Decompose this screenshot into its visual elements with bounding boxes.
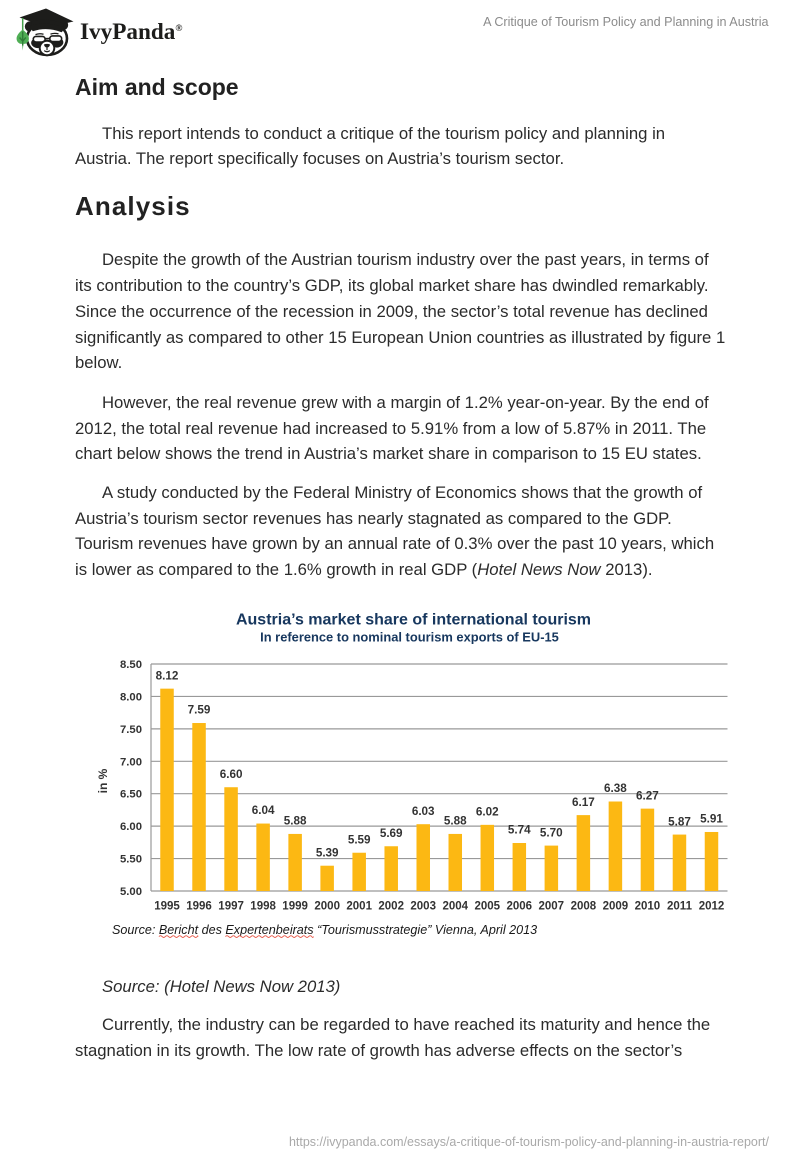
svg-text:8.12: 8.12 [156,669,179,682]
svg-text:2006: 2006 [507,901,533,913]
svg-text:6.38: 6.38 [604,782,627,795]
svg-text:5.87: 5.87 [668,815,691,828]
svg-text:Austria’s market share of inte: Austria’s market share of international … [236,612,591,629]
svg-text:5.70: 5.70 [540,826,563,839]
svg-text:7.00: 7.00 [120,756,142,768]
svg-text:2008: 2008 [571,901,597,913]
svg-text:2003: 2003 [410,901,436,913]
svg-text:6.03: 6.03 [412,805,435,818]
svg-text:6.00: 6.00 [120,821,142,833]
svg-text:Source: Bericht des Expertenbe: Source: Bericht des Expertenbeirats “Tou… [112,923,537,937]
svg-text:2002: 2002 [378,901,404,913]
svg-text:6.17: 6.17 [572,796,595,809]
svg-text:6.50: 6.50 [120,789,142,801]
svg-text:8.50: 8.50 [120,659,142,671]
svg-text:5.88: 5.88 [444,815,467,828]
svg-text:2007: 2007 [539,901,565,913]
svg-text:1998: 1998 [250,901,276,913]
svg-text:8.00: 8.00 [120,691,142,703]
svg-text:7.59: 7.59 [188,704,211,717]
svg-text:1999: 1999 [282,901,308,913]
svg-text:5.00: 5.00 [120,886,142,898]
svg-text:In reference to nominal touris: In reference to nominal tourism exports … [260,630,559,645]
svg-text:5.39: 5.39 [316,846,339,859]
svg-text:2005: 2005 [475,901,501,913]
svg-text:6.27: 6.27 [636,789,659,802]
svg-text:5.59: 5.59 [348,833,371,846]
svg-text:2010: 2010 [635,901,661,913]
svg-text:5.74: 5.74 [508,824,531,837]
svg-text:2011: 2011 [667,901,693,913]
svg-text:2001: 2001 [346,901,372,913]
svg-text:6.60: 6.60 [220,768,243,781]
svg-text:2009: 2009 [603,901,629,913]
svg-text:2004: 2004 [443,901,469,913]
svg-text:1996: 1996 [186,901,212,913]
svg-text:7.50: 7.50 [120,724,142,736]
svg-text:5.50: 5.50 [120,854,142,866]
svg-text:6.02: 6.02 [476,806,499,819]
svg-text:6.04: 6.04 [252,804,275,817]
svg-text:1997: 1997 [218,901,244,913]
svg-text:in %: in % [96,768,110,793]
svg-text:5.88: 5.88 [284,815,307,828]
svg-text:5.69: 5.69 [380,827,403,840]
svg-text:2012: 2012 [699,901,725,913]
svg-text:5.91: 5.91 [700,813,723,826]
svg-text:1995: 1995 [154,901,180,913]
svg-text:2000: 2000 [314,901,340,913]
